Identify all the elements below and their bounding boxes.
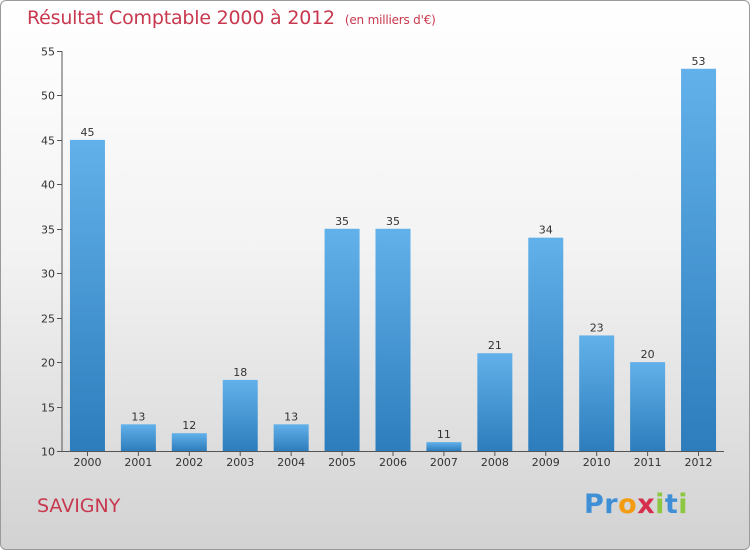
y-tick-label: 30 — [41, 268, 55, 281]
data-label-2000: 45 — [80, 126, 94, 139]
data-label-2009: 34 — [539, 224, 553, 237]
y-tick-label: 45 — [41, 135, 55, 148]
x-tick-label-2010: 2010 — [583, 456, 611, 469]
bar-2008 — [477, 353, 513, 451]
y-tick-label: 20 — [41, 357, 55, 370]
x-tick-label-2001: 2001 — [124, 456, 152, 469]
logo-letter: r — [604, 489, 619, 520]
y-tick-label: 55 — [41, 46, 55, 59]
x-tick-label-2011: 2011 — [634, 456, 662, 469]
data-label-2001: 13 — [131, 410, 145, 423]
x-tick-label-2003: 2003 — [226, 456, 254, 469]
logo-letter: i — [678, 489, 689, 520]
y-tick-label: 50 — [41, 90, 55, 103]
y-tick-label: 15 — [41, 402, 55, 415]
data-label-2006: 35 — [386, 215, 400, 228]
bar-2007 — [426, 442, 462, 451]
data-label-2005: 35 — [335, 215, 349, 228]
y-tick-label: 40 — [41, 179, 55, 192]
logo-letter: i — [655, 489, 665, 520]
bar-2003 — [222, 379, 258, 451]
bar-2002 — [171, 433, 207, 451]
title-text: Résultat Comptable 2000 à 2012 — [27, 7, 335, 29]
title-unit: (en milliers d'€) — [344, 13, 436, 27]
x-tick-label-2000: 2000 — [73, 456, 101, 469]
data-label-2010: 23 — [590, 321, 604, 334]
x-tick-label-2008: 2008 — [481, 456, 509, 469]
y-tick-label: 35 — [41, 224, 55, 237]
data-label-2002: 12 — [182, 419, 196, 432]
x-tick-label-2012: 2012 — [685, 456, 713, 469]
data-label-2011: 20 — [641, 348, 655, 361]
commune-name: SAVIGNY — [37, 495, 121, 517]
y-tick-label: 10 — [41, 446, 55, 459]
bar-2005 — [324, 228, 360, 451]
logo-letter: x — [637, 489, 656, 520]
data-label-2003: 18 — [233, 366, 247, 379]
x-tick-label-2007: 2007 — [430, 456, 458, 469]
bar-2012 — [681, 68, 717, 452]
data-label-2007: 11 — [437, 428, 451, 441]
logo-letter: o — [618, 489, 638, 520]
proxiti-logo: Proxiti — [584, 489, 688, 520]
x-tick-label-2006: 2006 — [379, 456, 407, 469]
y-tick-label: 25 — [41, 313, 55, 326]
logo-letter: P — [584, 489, 605, 520]
bar-2004 — [273, 424, 309, 451]
chart-title: Résultat Comptable 2000 à 2012 (en millie… — [27, 7, 436, 29]
data-label-2004: 13 — [284, 410, 298, 423]
logo-letter: t — [664, 489, 679, 520]
bar-2009 — [528, 237, 564, 451]
data-label-2008: 21 — [488, 339, 502, 352]
x-tick-label-2002: 2002 — [175, 456, 203, 469]
bar-2001 — [120, 424, 156, 451]
x-tick-label-2004: 2004 — [277, 456, 305, 469]
data-label-2012: 53 — [692, 55, 706, 68]
bar-2011 — [630, 362, 666, 451]
bar-2006 — [375, 228, 411, 451]
bar-2010 — [579, 335, 615, 451]
x-tick-label-2005: 2005 — [328, 456, 356, 469]
bar-2000 — [69, 139, 105, 451]
x-tick-label-2009: 2009 — [532, 456, 560, 469]
